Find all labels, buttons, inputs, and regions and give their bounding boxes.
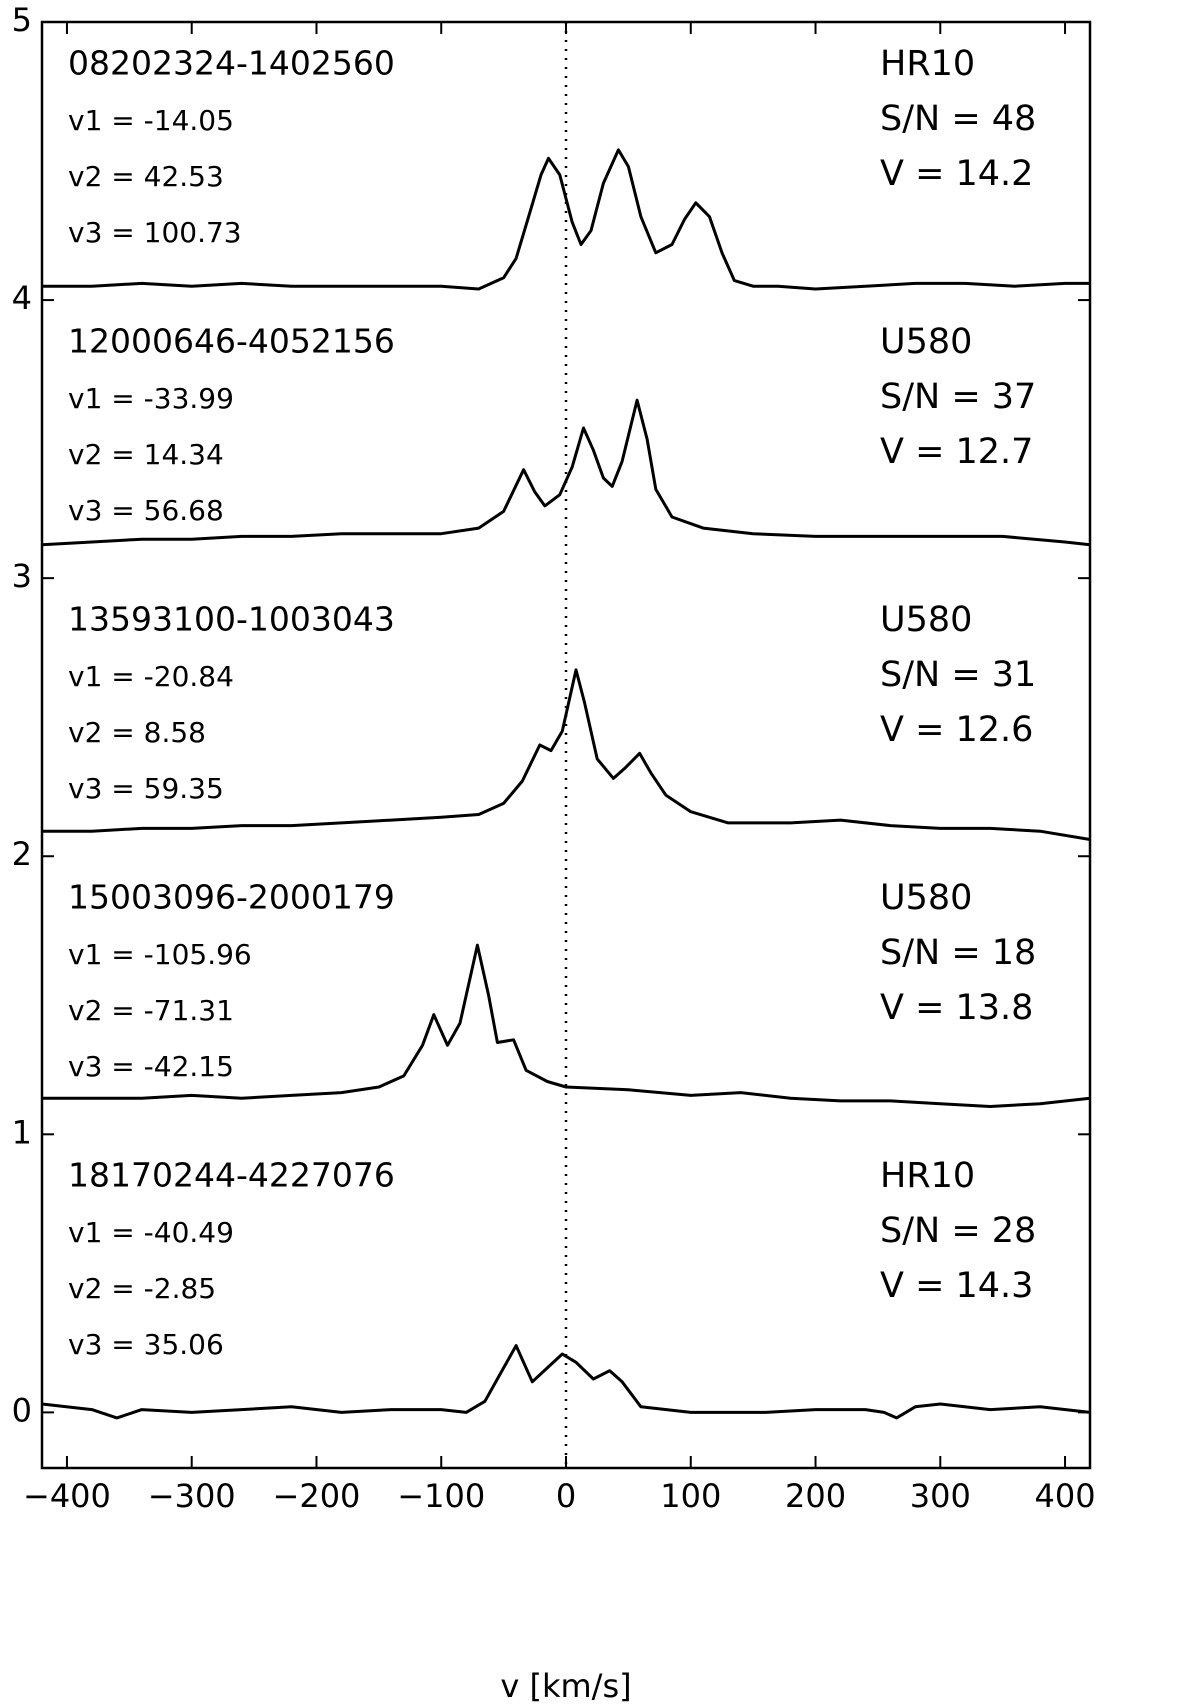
velocity-label: v3 = 59.35: [68, 772, 224, 805]
x-tick-label: −200: [273, 1477, 361, 1515]
spectrum-line: [41, 398, 1091, 547]
velocity-label: v3 = -42.15: [68, 1050, 234, 1083]
velocity-label: v1 = -14.05: [68, 104, 234, 137]
x-tick-label: 400: [1035, 1477, 1096, 1515]
info-label: V = 12.6: [880, 710, 1033, 750]
star-id: 18170244-4227076: [68, 1156, 395, 1195]
spectrum-line: [42, 943, 1091, 1108]
velocity-label: v2 = 8.58: [68, 716, 206, 749]
x-axis-label: v [km/s]: [500, 1667, 631, 1705]
info-label: S/N = 18: [880, 933, 1036, 973]
info-label: S/N = 48: [880, 99, 1036, 139]
star-id: 15003096-2000179: [68, 878, 395, 917]
info-label: HR10: [880, 44, 975, 84]
info-label: S/N = 31: [880, 655, 1036, 695]
x-tick-label: −300: [148, 1477, 236, 1515]
info-label: U580: [880, 878, 972, 918]
spectrum-line: [42, 668, 1091, 841]
info-label: U580: [880, 322, 972, 362]
info-label: V = 14.2: [880, 154, 1033, 194]
info-label: V = 13.8: [880, 988, 1033, 1028]
info-label: HR10: [880, 1156, 975, 1196]
velocity-label: v2 = 14.34: [68, 438, 224, 471]
info-label: S/N = 28: [880, 1211, 1036, 1251]
y-tick-label: 2: [12, 835, 32, 873]
velocity-label: v3 = 35.06: [68, 1328, 224, 1361]
velocity-label: v1 = -40.49: [68, 1216, 234, 1249]
spectrum-line: [42, 148, 1090, 291]
star-id: 13593100-1003043: [68, 600, 395, 639]
y-tick-label: 4: [12, 279, 32, 317]
velocity-label: v1 = -105.96: [68, 938, 252, 971]
velocity-label: v2 = -71.31: [68, 994, 234, 1027]
x-tick-label: −400: [23, 1477, 111, 1515]
x-tick-label: 100: [660, 1477, 721, 1515]
star-id: 12000646-4052156: [68, 322, 395, 361]
x-tick-label: −100: [397, 1477, 485, 1515]
velocity-label: v2 = 42.53: [68, 160, 224, 193]
x-tick-label: 200: [785, 1477, 846, 1515]
plot-frame: [40, 20, 1092, 1470]
info-label: S/N = 37: [880, 377, 1036, 417]
velocity-label: v3 = 56.68: [68, 494, 224, 527]
info-label: V = 14.3: [880, 1266, 1033, 1306]
info-label: V = 12.7: [880, 432, 1033, 472]
velocity-label: v1 = -20.84: [68, 660, 234, 693]
spectrum-line: [41, 1344, 1091, 1420]
velocity-label: v3 = 100.73: [68, 216, 242, 249]
y-tick-label: 0: [12, 1391, 32, 1429]
velocity-label: v1 = -33.99: [68, 382, 234, 415]
star-id: 08202324-1402560: [68, 44, 395, 83]
velocity-label: v2 = -2.85: [68, 1272, 216, 1305]
info-label: U580: [880, 600, 972, 640]
y-tick-label: 1: [12, 1113, 32, 1151]
x-tick-label: 300: [910, 1477, 971, 1515]
y-tick-label: 3: [12, 557, 32, 595]
x-tick-label: 0: [556, 1477, 576, 1515]
y-tick-label: 5: [12, 1, 32, 39]
